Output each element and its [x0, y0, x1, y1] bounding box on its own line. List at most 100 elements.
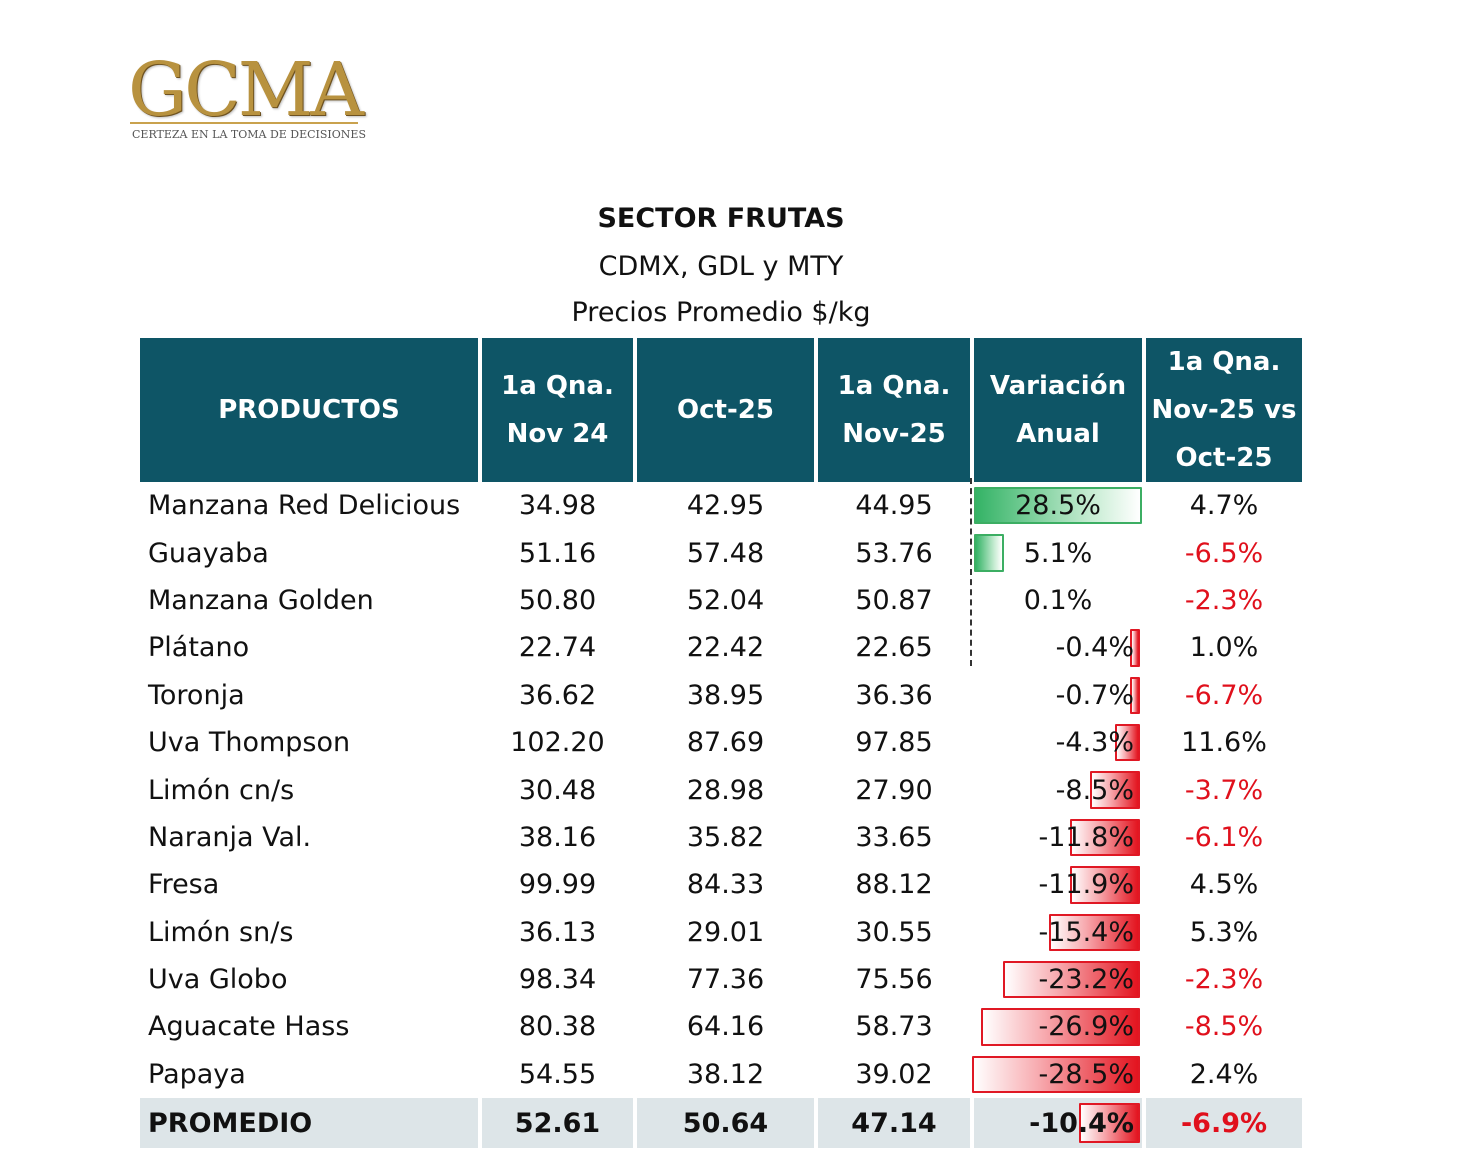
price-oct25: 29.01: [633, 908, 814, 956]
product-name: Papaya: [148, 1058, 246, 1090]
product-name: Uva Globo: [148, 964, 288, 996]
product-name: Manzana Golden: [148, 584, 374, 616]
price-nov25: 33.65: [814, 813, 970, 862]
table-row: Papaya 54.55 38.12 39.02 -28.5% 2.4%: [140, 1050, 1302, 1099]
price-nov24: 38.16: [478, 813, 633, 862]
variacion-anual-value: -10.4%: [1029, 1107, 1134, 1139]
variacion-anual-value: -15.4%: [1038, 916, 1134, 948]
price-nov25: 47.14: [814, 1098, 970, 1149]
average-row: PROMEDIO 52.61 50.64 47.14 -10.4% -6.9%: [140, 1098, 1302, 1149]
variacion-mensual: -2.3%: [1142, 576, 1302, 625]
product-name: Toronja: [148, 679, 245, 711]
price-oct25: 52.04: [633, 576, 814, 625]
product-name: PROMEDIO: [140, 1098, 478, 1149]
table-row: Uva Thompson 102.20 87.69 97.85 -4.3% 11.6%: [140, 718, 1302, 767]
variacion-anual-cell: -10.4%: [970, 1098, 1142, 1149]
price-nov25: 53.76: [814, 529, 970, 577]
header-variacion-anual: Variación Anual: [970, 338, 1142, 482]
variacion-anual-cell: -11.8%: [970, 813, 1142, 862]
variacion-anual-value: -23.2%: [1038, 964, 1134, 996]
variacion-mensual: 2.4%: [1142, 1050, 1302, 1099]
logo-rule: [130, 122, 358, 124]
variacion-anual-cell: -4.3%: [970, 718, 1142, 767]
table-row: Guayaba 51.16 57.48 53.76 5.1% -6.5%: [140, 529, 1302, 577]
price-nov24: 22.74: [478, 624, 633, 672]
table-subtitle: CDMX, GDL y MTY: [598, 251, 844, 282]
gcma-logo: GCMA CERTEZA EN LA TOMA DE DECISIONES: [128, 50, 368, 141]
variacion-anual-cell: -26.9%: [970, 1003, 1142, 1051]
price-nov24: 36.62: [478, 671, 633, 719]
table-row: Limón cn/s 30.48 28.98 27.90 -8.5% -3.7%: [140, 766, 1302, 814]
positive-data-bar: [974, 487, 1142, 525]
variacion-anual-cell: 5.1%: [970, 529, 1142, 577]
variacion-mensual: -3.7%: [1142, 766, 1302, 814]
variacion-mensual: -6.9%: [1142, 1098, 1302, 1149]
product-name: Guayaba: [148, 537, 269, 569]
price-nov25: 75.56: [814, 955, 970, 1004]
price-nov25: 88.12: [814, 861, 970, 909]
variacion-mensual: -6.5%: [1142, 529, 1302, 577]
table-row: Limón sn/s 36.13 29.01 30.55 -15.4% 5.3%: [140, 908, 1302, 956]
variacion-anual-value: -0.4%: [1055, 632, 1134, 664]
table-row: Manzana Golden 50.80 52.04 50.87 0.1% -2.3%: [140, 576, 1302, 625]
table-row: Plátano 22.74 22.42 22.65 -0.4% 1.0%: [140, 624, 1302, 672]
price-nov24: 98.34: [478, 955, 633, 1004]
price-nov25: 44.95: [814, 482, 970, 530]
price-nov24: 52.61: [478, 1098, 633, 1149]
negative-data-bar: [1069, 866, 1140, 904]
price-nov25: 36.36: [814, 671, 970, 719]
price-oct25: 87.69: [633, 718, 814, 767]
price-oct25: 38.95: [633, 671, 814, 719]
header-oct25: Oct-25: [633, 338, 814, 482]
table-row: Toronja 36.62 38.95 36.36 -0.7% -6.7%: [140, 671, 1302, 719]
logo-tagline: CERTEZA EN LA TOMA DE DECISIONES: [132, 128, 366, 141]
variacion-anual-cell: -15.4%: [970, 908, 1142, 956]
variacion-anual-value: -26.9%: [1038, 1011, 1134, 1043]
data-bar-axis: [970, 478, 972, 666]
price-nov24: 99.99: [478, 861, 633, 909]
header-nov25: 1a Qna. Nov-25: [814, 338, 970, 482]
variacion-anual-value: 28.5%: [1015, 490, 1101, 522]
price-nov24: 34.98: [478, 482, 633, 530]
product-name: Uva Thompson: [148, 727, 351, 759]
product-name: Limón cn/s: [148, 774, 295, 806]
variacion-anual-value: -28.5%: [1038, 1058, 1134, 1090]
positive-data-bar: [974, 534, 1005, 572]
price-oct25: 28.98: [633, 766, 814, 814]
price-oct25: 64.16: [633, 1003, 814, 1051]
negative-data-bar: [1130, 676, 1140, 714]
variacion-mensual: 4.7%: [1142, 482, 1302, 530]
variacion-anual-value: -4.3%: [1055, 727, 1134, 759]
variacion-anual-cell: 0.1%: [970, 576, 1142, 625]
variacion-anual-cell: 28.5%: [970, 482, 1142, 530]
header-nov25-vs-oct25: 1a Qna. Nov-25 vs Oct-25: [1142, 338, 1302, 482]
variacion-anual-cell: -0.4%: [970, 624, 1142, 672]
variacion-mensual: -6.7%: [1142, 671, 1302, 719]
product-name: Limón sn/s: [148, 916, 294, 948]
variacion-anual-cell: -11.9%: [970, 861, 1142, 909]
variacion-anual-cell: -23.2%: [970, 955, 1142, 1004]
price-nov25: 39.02: [814, 1050, 970, 1099]
variacion-mensual: -6.1%: [1142, 813, 1302, 862]
price-oct25: 22.42: [633, 624, 814, 672]
variacion-anual-cell: -28.5%: [970, 1050, 1142, 1099]
table-header-row: PRODUCTOS 1a Qna. Nov 24 Oct-25 1a Qna. …: [140, 338, 1302, 482]
price-oct25: 77.36: [633, 955, 814, 1004]
price-oct25: 42.95: [633, 482, 814, 530]
price-oct25: 38.12: [633, 1050, 814, 1099]
table-row: Fresa 99.99 84.33 88.12 -11.9% 4.5%: [140, 861, 1302, 909]
negative-data-bar: [972, 1055, 1140, 1094]
product-name: Plátano: [148, 632, 250, 664]
variacion-mensual: 5.3%: [1142, 908, 1302, 956]
table-row: Naranja Val. 38.16 35.82 33.65 -11.8% -6.1%: [140, 813, 1302, 862]
variacion-anual-value: -0.7%: [1055, 679, 1134, 711]
price-oct25: 50.64: [633, 1098, 814, 1149]
negative-data-bar: [1070, 818, 1140, 857]
variacion-mensual: 4.5%: [1142, 861, 1302, 909]
variacion-anual-value: 0.1%: [1023, 584, 1093, 616]
negative-data-bar: [1130, 629, 1140, 667]
price-nov25: 58.73: [814, 1003, 970, 1051]
price-nov24: 50.80: [478, 576, 633, 625]
table-row: Uva Globo 98.34 77.36 75.56 -23.2% -2.3%: [140, 955, 1302, 1004]
product-name: Fresa: [148, 869, 220, 901]
